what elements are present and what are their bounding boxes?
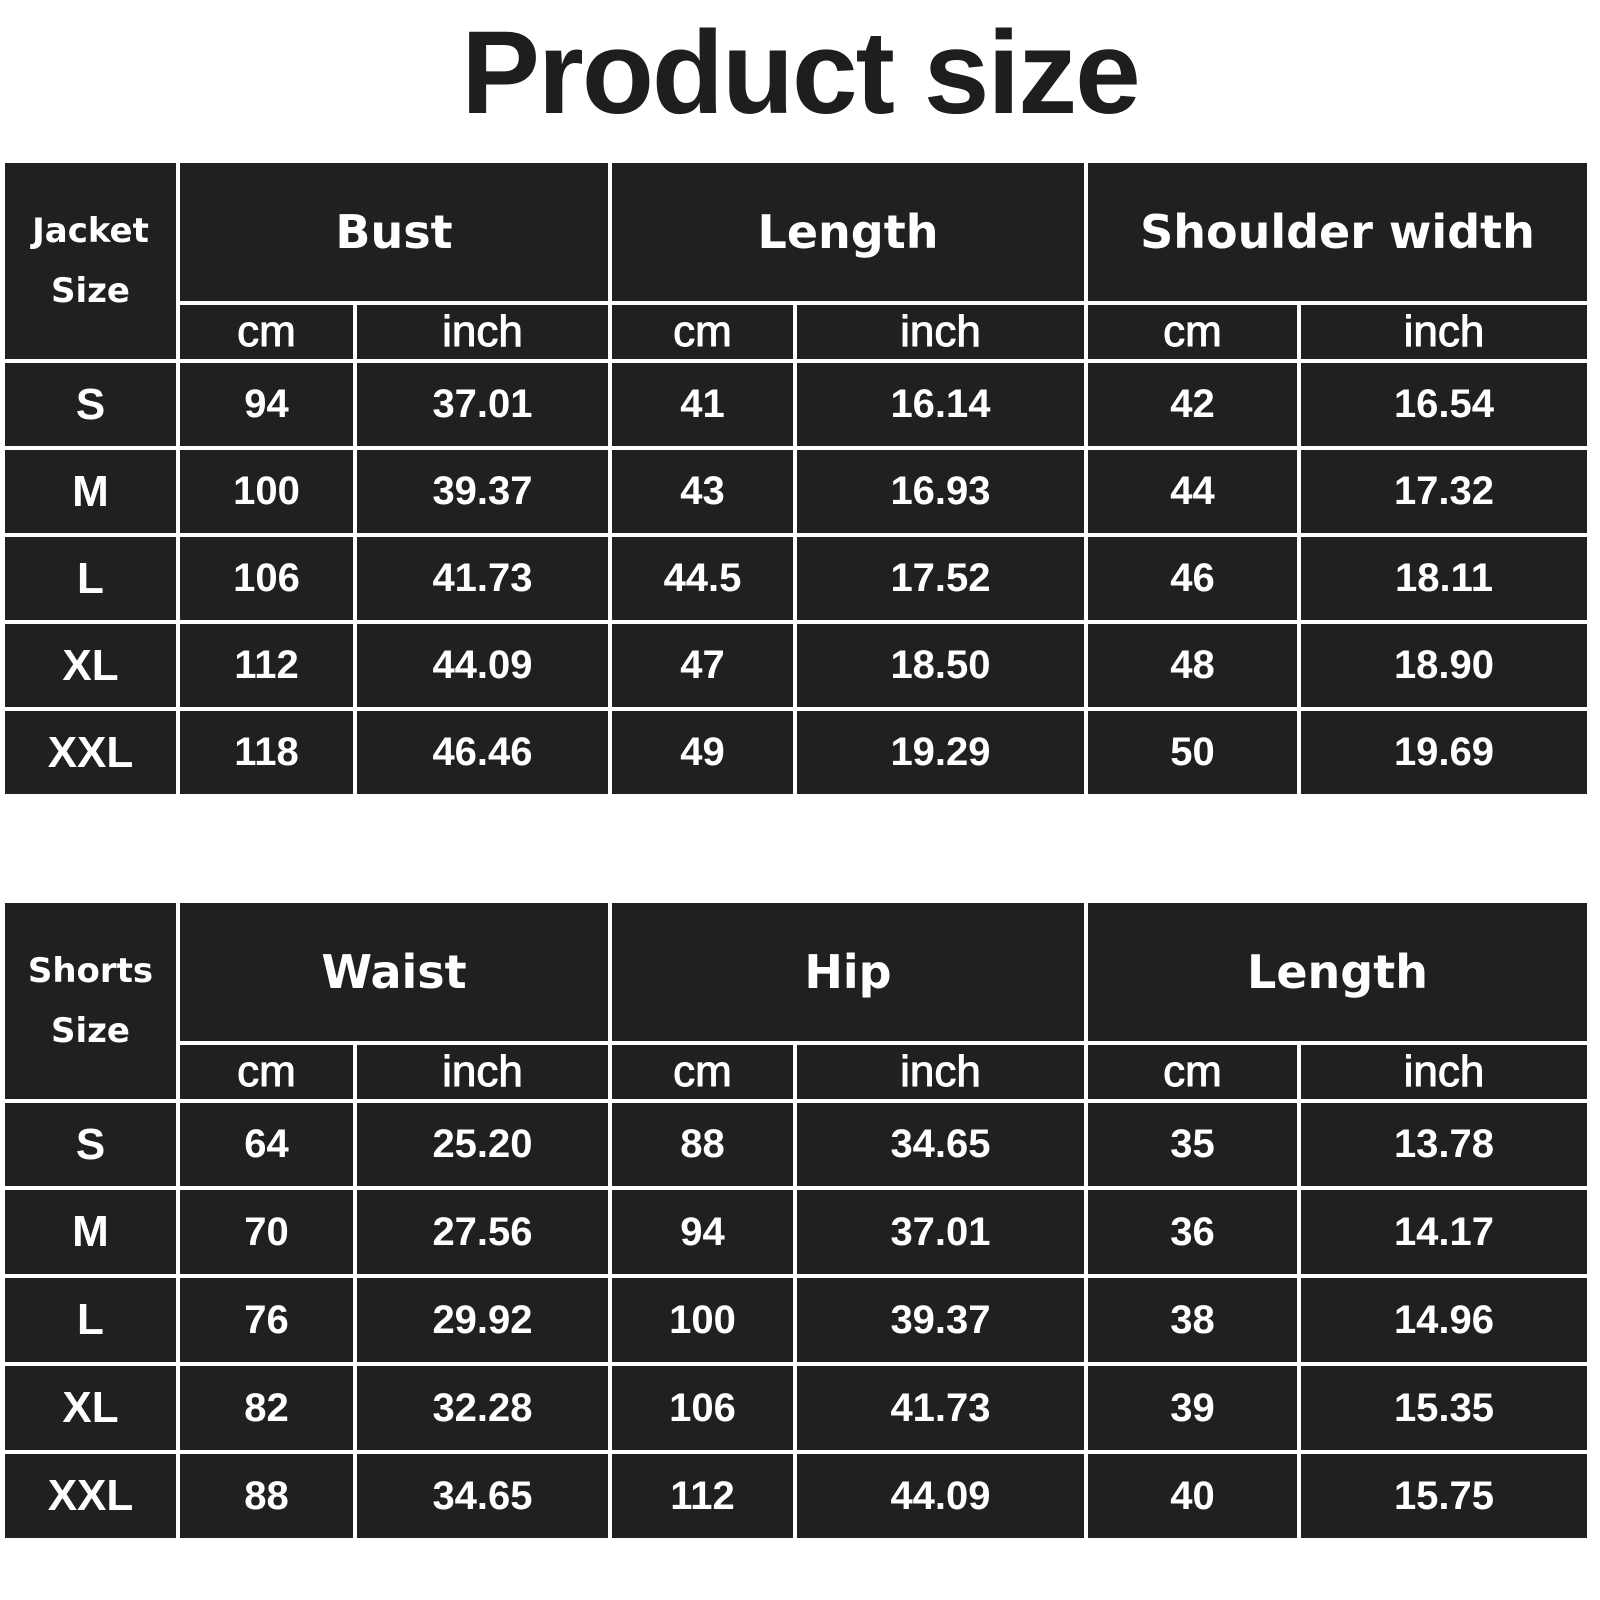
measurement-value: 15.75	[1301, 1454, 1587, 1538]
measurement-value: 39	[1088, 1366, 1297, 1450]
size-column-header: Jacket Size	[5, 163, 176, 359]
unit-header-cm: cm	[612, 305, 793, 359]
measure-header: Waist	[180, 903, 608, 1041]
measurement-value: 18.90	[1301, 624, 1587, 707]
measurement-value: 82	[180, 1366, 353, 1450]
measurement-value: 16.14	[797, 363, 1084, 446]
measurement-value: 27.56	[357, 1190, 608, 1274]
measurement-value: 16.93	[797, 450, 1084, 533]
measurement-value: 41	[612, 363, 793, 446]
measurement-value: 42	[1088, 363, 1297, 446]
shorts-size-table: Shorts Size Waist Hip Length cm inch cm inch cm i…	[5, 903, 1587, 1538]
measure-header: Length	[1088, 903, 1587, 1041]
measurement-value: 106	[612, 1366, 793, 1450]
measurement-value: 46	[1088, 537, 1297, 620]
measurement-value: 38	[1088, 1278, 1297, 1362]
unit-header-cm: cm	[1088, 305, 1297, 359]
measure-header: Length	[612, 163, 1084, 301]
measurement-value: 35	[1088, 1103, 1297, 1186]
size-label: L	[5, 1278, 176, 1362]
unit-header-cm: cm	[180, 305, 353, 359]
size-label: S	[5, 1103, 176, 1186]
measurement-value: 40	[1088, 1454, 1297, 1538]
measurement-value: 44.09	[357, 624, 608, 707]
measurement-value: 13.78	[1301, 1103, 1587, 1186]
measurement-value: 14.96	[1301, 1278, 1587, 1362]
measurement-value: 29.92	[357, 1278, 608, 1362]
measurement-value: 112	[180, 624, 353, 707]
measurement-value: 88	[180, 1454, 353, 1538]
measurement-value: 76	[180, 1278, 353, 1362]
size-column-header: Shorts Size	[5, 903, 176, 1099]
unit-header-cm: cm	[180, 1045, 353, 1099]
measurement-value: 18.50	[797, 624, 1084, 707]
measurement-value: 19.29	[797, 711, 1084, 794]
measure-header: Shoulder width	[1088, 163, 1587, 301]
measurement-value: 32.28	[357, 1366, 608, 1450]
measurement-value: 18.11	[1301, 537, 1587, 620]
unit-header-inch: inch	[1301, 1045, 1587, 1099]
measurement-value: 88	[612, 1103, 793, 1186]
unit-header-inch: inch	[357, 1045, 608, 1099]
measure-header: Hip	[612, 903, 1084, 1041]
measurement-value: 15.35	[1301, 1366, 1587, 1450]
size-label: S	[5, 363, 176, 446]
unit-header-inch: inch	[1301, 305, 1587, 359]
size-label: XXL	[5, 1454, 176, 1538]
measurement-value: 44.09	[797, 1454, 1084, 1538]
measurement-value: 44	[1088, 450, 1297, 533]
measurement-value: 43	[612, 450, 793, 533]
size-label: M	[5, 1190, 176, 1274]
unit-header-cm: cm	[1088, 1045, 1297, 1099]
measurement-value: 17.52	[797, 537, 1084, 620]
measurement-value: 41.73	[797, 1366, 1084, 1450]
unit-header-inch: inch	[357, 305, 608, 359]
measurement-value: 94	[612, 1190, 793, 1274]
measurement-value: 19.69	[1301, 711, 1587, 794]
measurement-value: 17.32	[1301, 450, 1587, 533]
unit-header-inch: inch	[797, 305, 1084, 359]
measurement-value: 34.65	[797, 1103, 1084, 1186]
measurement-value: 112	[612, 1454, 793, 1538]
measurement-value: 46.46	[357, 711, 608, 794]
measurement-value: 100	[180, 450, 353, 533]
measurement-value: 70	[180, 1190, 353, 1274]
size-label: XL	[5, 1366, 176, 1450]
measurement-value: 118	[180, 711, 353, 794]
measurement-value: 25.20	[357, 1103, 608, 1186]
measurement-value: 48	[1088, 624, 1297, 707]
measurement-value: 49	[612, 711, 793, 794]
measurement-value: 47	[612, 624, 793, 707]
measurement-value: 100	[612, 1278, 793, 1362]
size-label: M	[5, 450, 176, 533]
size-label: XL	[5, 624, 176, 707]
jacket-size-table: Jacket Size Bust Length Shoulder width cm inc…	[5, 163, 1587, 794]
measurement-value: 34.65	[357, 1454, 608, 1538]
measurement-value: 14.17	[1301, 1190, 1587, 1274]
measurement-value: 44.5	[612, 537, 793, 620]
measurement-value: 64	[180, 1103, 353, 1186]
unit-header-cm: cm	[612, 1045, 793, 1099]
size-label: L	[5, 537, 176, 620]
page-title: Product size	[461, 7, 1141, 139]
measurement-value: 94	[180, 363, 353, 446]
measurement-value: 36	[1088, 1190, 1297, 1274]
measurement-value: 39.37	[797, 1278, 1084, 1362]
measurement-value: 39.37	[357, 450, 608, 533]
measurement-value: 37.01	[357, 363, 608, 446]
measurement-value: 50	[1088, 711, 1297, 794]
measurement-value: 37.01	[797, 1190, 1084, 1274]
measurement-value: 16.54	[1301, 363, 1587, 446]
measure-header: Bust	[180, 163, 608, 301]
size-label: XXL	[5, 711, 176, 794]
measurement-value: 41.73	[357, 537, 608, 620]
unit-header-inch: inch	[797, 1045, 1084, 1099]
measurement-value: 106	[180, 537, 353, 620]
